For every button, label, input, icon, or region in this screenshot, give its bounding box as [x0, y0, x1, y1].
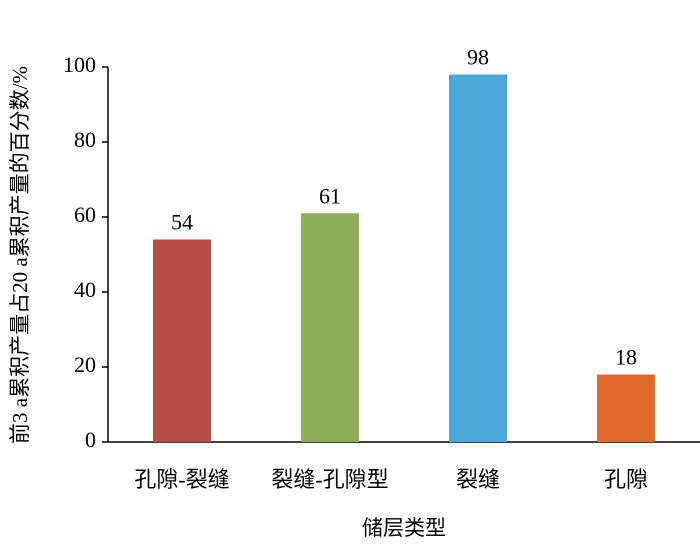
bar: [449, 74, 507, 442]
x-tick-label: 孔隙-裂缝: [134, 467, 229, 492]
y-tick-label: 100: [63, 52, 96, 77]
data-label: 61: [319, 183, 341, 208]
y-tick-label: 80: [74, 127, 96, 152]
y-tick-label: 40: [74, 277, 96, 302]
data-label: 54: [171, 210, 193, 235]
x-tick-label: 裂缝-孔隙型: [271, 467, 388, 492]
y-tick-label: 20: [74, 352, 96, 377]
y-tick-label: 0: [85, 427, 96, 452]
y-tick-label: 60: [74, 202, 96, 227]
data-label: 98: [467, 45, 489, 70]
y-axis-title: 前3 a累积产量占20 a累积产量的百分数/%: [8, 66, 32, 444]
bar: [597, 374, 655, 442]
data-label: 18: [615, 345, 637, 370]
x-tick-label: 裂缝: [456, 467, 500, 492]
bar: [301, 213, 359, 442]
x-tick-label: 孔隙: [604, 467, 648, 492]
bar: [153, 239, 211, 442]
x-axis-title: 储层类型: [362, 516, 446, 540]
